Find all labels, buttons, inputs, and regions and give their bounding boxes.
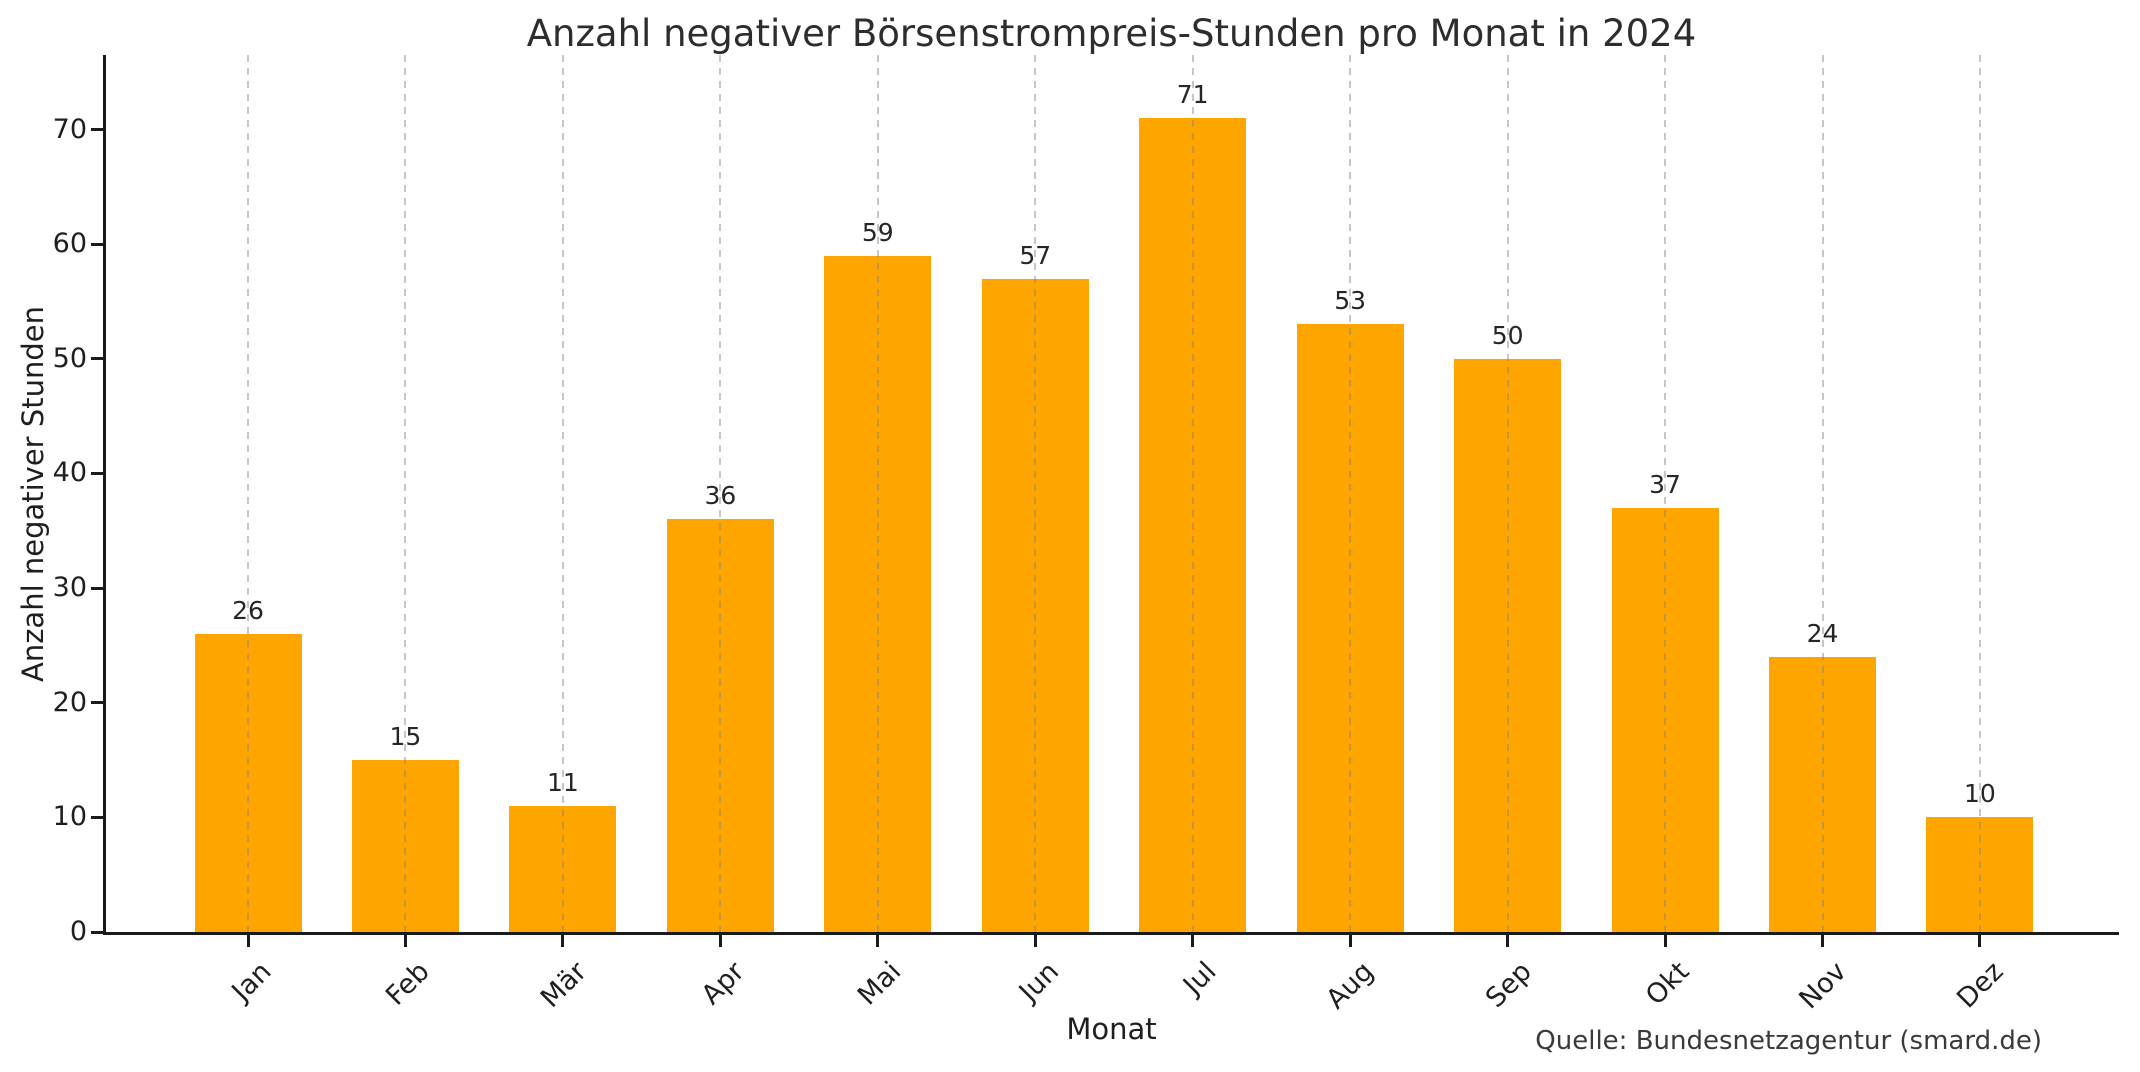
chart-title: Anzahl negativer Börsenstrompreis-Stunde… — [526, 12, 1697, 55]
bar-jun — [981, 278, 1089, 932]
gridline — [1978, 55, 1981, 932]
gridline — [719, 55, 722, 932]
bar-value-label: 57 — [1019, 240, 1052, 270]
x-tick-mark — [561, 935, 565, 947]
x-tick-label-text: Jun — [1013, 956, 1066, 1008]
x-tick-label-text: Nov — [1793, 956, 1853, 1016]
y-tick-label: 50 — [52, 342, 87, 374]
x-tick-label: Aug — [1305, 956, 1380, 1015]
y-tick-mark — [91, 128, 103, 132]
x-tick-mark — [718, 935, 722, 947]
x-axis-label: Monat — [1066, 1012, 1157, 1046]
y-tick-mark — [91, 242, 103, 246]
gridline — [876, 55, 879, 932]
bar-value-label: 15 — [389, 722, 422, 752]
x-tick-label: Dez — [1936, 956, 2009, 1014]
x-tick-label: Mär — [520, 956, 593, 1014]
bar-value-label: 24 — [1806, 618, 1839, 648]
gridline — [1034, 55, 1037, 932]
y-tick-label: 40 — [52, 457, 87, 489]
x-tick-label: Apr — [682, 956, 750, 1011]
y-tick-label: 70 — [52, 113, 87, 145]
x-tick-mark — [403, 935, 407, 947]
bar-okt — [1611, 507, 1719, 932]
x-tick-mark — [1191, 935, 1195, 947]
bar-mai — [824, 255, 932, 932]
y-tick-mark — [91, 930, 103, 934]
x-axis — [103, 932, 2119, 935]
bar-jan — [194, 633, 302, 932]
y-axis — [103, 55, 106, 935]
x-tick-label: Jul — [1168, 956, 1223, 1001]
bar-value-label: 59 — [861, 217, 894, 247]
y-tick-label: 60 — [52, 228, 87, 260]
gridline — [1664, 55, 1667, 932]
gridline — [1191, 55, 1194, 932]
x-tick-label-text: Feb — [379, 956, 436, 1012]
bar-value-label: 10 — [1964, 779, 1996, 809]
x-tick-label-text: Aug — [1320, 956, 1381, 1016]
x-tick-mark — [246, 935, 250, 947]
x-tick-label: Feb — [366, 956, 436, 1012]
x-tick-label: Okt — [1626, 956, 1694, 1011]
x-tick-mark — [1033, 935, 1037, 947]
bar-aug — [1296, 324, 1404, 932]
bar-value-label: 50 — [1491, 320, 1524, 350]
x-tick-label: Mai — [838, 956, 907, 1011]
x-tick-label-text: Mär — [534, 956, 593, 1014]
y-tick-label: 20 — [52, 686, 87, 718]
bar-value-label: 37 — [1649, 469, 1681, 499]
x-tick-label-text: Dez — [1951, 956, 2010, 1015]
source-note: Quelle: Bundesnetzagentur (smard.de) — [1535, 1026, 2042, 1056]
bar-sep — [1454, 358, 1562, 932]
y-tick-mark — [91, 815, 103, 819]
bar-feb — [351, 760, 459, 932]
x-tick-label-text: Mai — [852, 956, 908, 1012]
y-axis-label: Anzahl negativer Stunden — [16, 306, 50, 683]
x-tick-mark — [1663, 935, 1667, 947]
bar-mär — [509, 805, 617, 932]
x-tick-label: Jan — [214, 956, 278, 1007]
x-tick-label-text: Jul — [1177, 956, 1223, 1001]
bar-value-label: 53 — [1334, 286, 1367, 316]
x-tick-label: Sep — [1465, 956, 1538, 1014]
gridline — [1821, 55, 1824, 932]
x-tick-label: Jun — [1001, 956, 1065, 1008]
y-tick-mark — [91, 471, 103, 475]
y-tick-mark — [91, 701, 103, 705]
gridline — [1506, 55, 1509, 932]
gridline — [561, 55, 564, 932]
bar-dez — [1926, 817, 2034, 932]
x-tick-label: Nov — [1778, 956, 1852, 1015]
y-tick-mark — [91, 586, 103, 590]
y-tick-mark — [91, 357, 103, 361]
x-tick-mark — [1821, 935, 1824, 947]
bar-value-label: 71 — [1176, 80, 1209, 110]
x-tick-label-text: Okt — [1639, 956, 1695, 1012]
bar-value-label: 36 — [704, 481, 737, 511]
bar-nov — [1769, 656, 1876, 932]
y-tick-label: 0 — [69, 916, 87, 947]
bar-jul — [1139, 118, 1247, 932]
y-tick-label: 10 — [52, 801, 87, 833]
x-tick-mark — [1978, 935, 1982, 947]
bar-apr — [666, 519, 774, 932]
bar-value-label: 26 — [232, 595, 264, 625]
x-tick-mark — [876, 935, 880, 947]
bar-value-label: 11 — [546, 767, 579, 797]
gridline — [247, 55, 249, 932]
y-tick-label: 30 — [52, 572, 87, 604]
x-tick-label-text: Jan — [226, 956, 278, 1008]
gridline — [404, 55, 407, 932]
x-tick-label-text: Sep — [1479, 956, 1538, 1014]
x-tick-mark — [1348, 935, 1352, 947]
x-tick-mark — [1506, 935, 1510, 947]
x-tick-label-text: Apr — [695, 956, 751, 1011]
gridline — [1349, 55, 1352, 932]
